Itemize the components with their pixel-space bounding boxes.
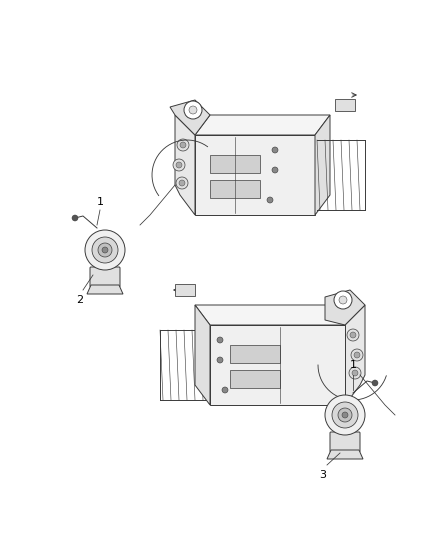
Circle shape	[332, 402, 358, 428]
Circle shape	[222, 387, 228, 393]
Circle shape	[272, 147, 278, 153]
Circle shape	[334, 291, 352, 309]
Circle shape	[351, 349, 363, 361]
FancyBboxPatch shape	[90, 267, 120, 287]
Circle shape	[176, 177, 188, 189]
Circle shape	[267, 197, 273, 203]
Text: 1: 1	[96, 197, 103, 207]
Circle shape	[354, 352, 360, 358]
Text: 1: 1	[350, 360, 357, 370]
Polygon shape	[327, 450, 363, 459]
Bar	[230, 345, 280, 363]
Polygon shape	[170, 100, 210, 135]
Polygon shape	[315, 115, 330, 215]
Polygon shape	[345, 305, 365, 405]
Circle shape	[98, 243, 112, 257]
Circle shape	[217, 337, 223, 343]
Circle shape	[350, 332, 356, 338]
Bar	[175, 284, 195, 296]
FancyBboxPatch shape	[330, 432, 360, 452]
Polygon shape	[195, 305, 345, 325]
Circle shape	[339, 296, 347, 304]
Circle shape	[184, 101, 202, 119]
Bar	[230, 370, 280, 388]
Circle shape	[176, 162, 182, 168]
Polygon shape	[210, 325, 345, 405]
Polygon shape	[195, 305, 210, 405]
Circle shape	[85, 230, 125, 270]
Circle shape	[173, 159, 185, 171]
Circle shape	[189, 106, 197, 114]
Circle shape	[342, 412, 348, 418]
Circle shape	[347, 329, 359, 341]
Polygon shape	[325, 290, 365, 325]
Bar	[335, 99, 355, 111]
Bar	[210, 180, 260, 198]
Polygon shape	[87, 285, 123, 294]
Circle shape	[92, 237, 118, 263]
Text: 2: 2	[77, 295, 84, 305]
Circle shape	[338, 408, 352, 422]
Circle shape	[177, 139, 189, 151]
Polygon shape	[175, 115, 195, 215]
Polygon shape	[195, 115, 330, 135]
Circle shape	[102, 247, 108, 253]
Circle shape	[349, 367, 361, 379]
Circle shape	[272, 167, 278, 173]
Circle shape	[217, 357, 223, 363]
Circle shape	[325, 395, 365, 435]
Text: 3: 3	[319, 470, 326, 480]
Bar	[210, 155, 260, 173]
Circle shape	[180, 142, 186, 148]
Circle shape	[352, 370, 358, 376]
Circle shape	[372, 380, 378, 386]
Circle shape	[72, 215, 78, 221]
Polygon shape	[195, 135, 315, 215]
Circle shape	[179, 180, 185, 186]
